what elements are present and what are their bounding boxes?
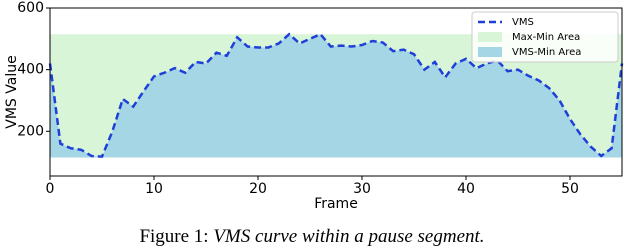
- x-tick-label: 50: [561, 181, 579, 197]
- x-tick-label: 40: [457, 181, 475, 197]
- y-tick-label: 400: [17, 62, 44, 78]
- caption-text: VMS curve within a pause segment.: [213, 226, 485, 247]
- x-tick-label: 20: [249, 181, 267, 197]
- legend-label: VMS: [512, 17, 534, 28]
- y-tick-label: 200: [17, 123, 44, 139]
- line: [48, 32, 624, 158]
- caption: Figure 1: VMS curve within a pause segme…: [0, 226, 624, 248]
- x-axis-label: Frame: [314, 196, 358, 212]
- x-tick-label: 30: [353, 181, 371, 197]
- caption-label: Figure 1:: [139, 226, 209, 247]
- plot-frame: [49, 7, 623, 177]
- y-axis-label: VMS Value: [4, 55, 20, 128]
- x-tick-label: 0: [46, 181, 55, 197]
- legend-label: VMS-Min Area: [512, 47, 581, 58]
- legend-box: [471, 11, 619, 63]
- x-tick-label: 10: [145, 181, 163, 197]
- legend-label: Max-Min Area: [512, 32, 580, 43]
- legend-swatch: [478, 47, 502, 57]
- y-tick-label: 600: [17, 0, 44, 16]
- chart: Frame VMS Value 0 10 20 30 40 50 200 400 600 VMS M…: [4, 0, 624, 212]
- legend-swatch: [478, 32, 502, 42]
